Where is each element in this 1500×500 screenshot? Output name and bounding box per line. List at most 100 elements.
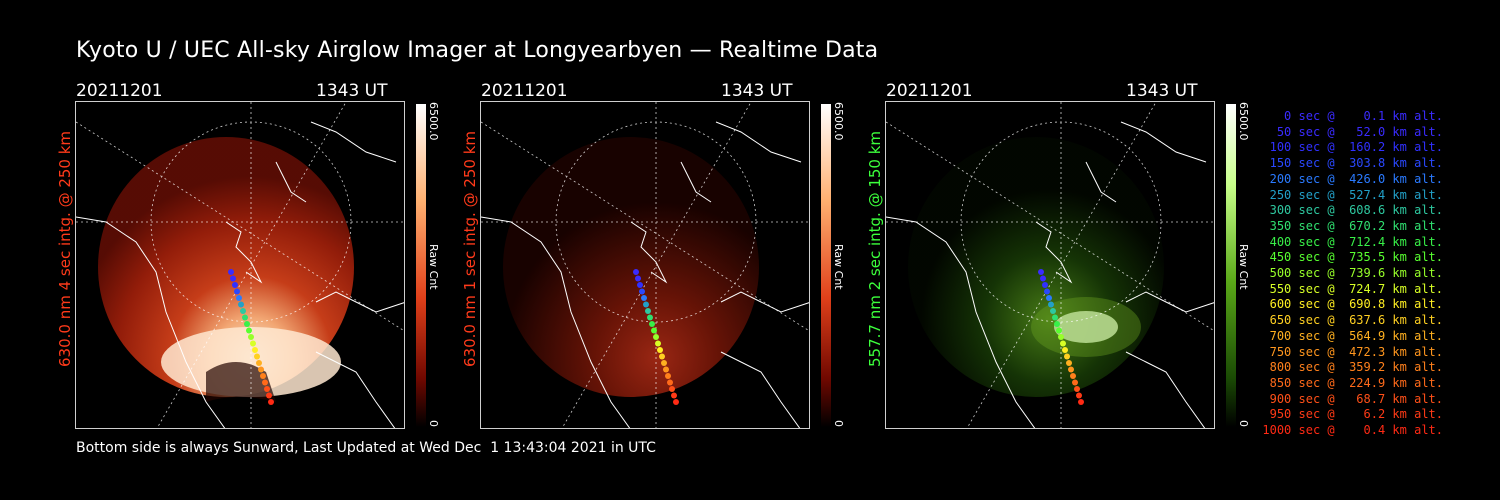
track-point [653, 334, 659, 340]
track-point [1040, 275, 1046, 282]
legend-item: 150 sec @ 303.8 km alt. [1262, 156, 1443, 171]
track-point [673, 399, 679, 405]
track-point [1060, 340, 1066, 347]
track-point [639, 288, 645, 295]
track-point [651, 327, 657, 334]
track-point [1062, 347, 1068, 353]
legend-item: 350 sec @ 670.2 km alt. [1262, 218, 1443, 233]
panel-2-allsky [481, 102, 809, 428]
panel-2-colorbar [821, 104, 831, 427]
track-point [659, 353, 665, 360]
track-point [246, 327, 252, 334]
panel-2-cbar-max: 6500.0 [832, 102, 845, 141]
legend-item: 50 sec @ 52.0 km alt. [1262, 124, 1443, 139]
track-point [1038, 269, 1044, 275]
track-point [244, 321, 250, 327]
track-point [649, 321, 655, 327]
panel-1-colorbar [416, 104, 426, 427]
panel-3-allsky [886, 102, 1214, 428]
legend-item: 300 sec @ 608.6 km alt. [1262, 203, 1443, 218]
track-point [645, 308, 651, 314]
panel-3-image[interactable] [885, 101, 1215, 429]
panel-1-image[interactable] [75, 101, 405, 429]
track-point [643, 301, 649, 308]
legend-item: 0 sec @ 0.1 km alt. [1262, 109, 1443, 123]
track-point [236, 295, 242, 301]
track-point [254, 353, 260, 360]
track-point [667, 379, 673, 386]
track-point [240, 308, 246, 314]
track-point [230, 275, 236, 282]
footer-status: Bottom side is always Sunward, Last Upda… [76, 440, 656, 456]
track-point [669, 386, 675, 392]
track-point [1054, 321, 1060, 327]
panel-1-cbar-unit: Raw Cnt [427, 244, 440, 290]
track-point [1044, 288, 1050, 295]
track-point [252, 347, 258, 353]
panel-3-cbar-min: 0 [1237, 420, 1250, 427]
track-point [635, 275, 641, 282]
legend-item: 1000 sec @ 0.4 km alt. [1262, 423, 1443, 438]
panel-2-cbar-min: 0 [832, 420, 845, 427]
panel-2-cbar-unit: Raw Cnt [832, 244, 845, 290]
track-point [1058, 334, 1064, 340]
track-point [266, 392, 272, 399]
page-title: Kyoto U / UEC All-sky Airglow Imager at … [76, 38, 879, 63]
track-point [663, 366, 669, 373]
track-point [661, 360, 667, 366]
track-point [657, 347, 663, 353]
panel-2-side-label: 630.0 nm 1 sec intg. @ 250 km [461, 130, 479, 367]
track-point [238, 301, 244, 308]
panel-1-cbar-min: 0 [427, 420, 440, 427]
track-legend: 0 sec @ 0.1 km alt. 50 sec @ 52.0 km alt… [1262, 109, 1443, 439]
track-point [264, 386, 270, 392]
legend-item: 550 sec @ 724.7 km alt. [1262, 281, 1443, 296]
panel-3-date: 20211201 [886, 81, 973, 101]
panel-3-time: 1343 UT [1126, 81, 1198, 101]
track-point [647, 314, 653, 321]
panel-2-image[interactable] [480, 101, 810, 429]
track-point [655, 340, 661, 347]
legend-item: 850 sec @ 224.9 km alt. [1262, 375, 1443, 390]
track-point [1074, 386, 1080, 392]
track-point [228, 269, 234, 275]
legend-item: 200 sec @ 426.0 km alt. [1262, 171, 1443, 186]
panel-3-cbar-unit: Raw Cnt [1237, 244, 1250, 290]
track-point [1070, 373, 1076, 379]
legend-item: 700 sec @ 564.9 km alt. [1262, 328, 1443, 343]
panel-3-colorbar [1226, 104, 1236, 427]
track-point [256, 360, 262, 366]
track-point [232, 282, 238, 288]
track-point [665, 373, 671, 379]
panel-2-date: 20211201 [481, 81, 568, 101]
track-point [637, 282, 643, 288]
track-point [633, 269, 639, 275]
track-point [234, 288, 240, 295]
panel-1-track [228, 269, 274, 405]
track-point [671, 392, 677, 399]
track-point [1078, 399, 1084, 405]
track-point [268, 399, 274, 405]
legend-item: 450 sec @ 735.5 km alt. [1262, 250, 1443, 265]
track-point [242, 314, 248, 321]
panel-3-side-label: 557.7 nm 2 sec intg. @ 150 km [866, 130, 884, 367]
track-point [1056, 327, 1062, 334]
panel-1-cbar-max: 6500.0 [427, 102, 440, 141]
panel-3-track [1038, 269, 1084, 405]
track-point [1048, 301, 1054, 308]
panel-1-date: 20211201 [76, 81, 163, 101]
legend-item: 900 sec @ 68.7 km alt. [1262, 391, 1443, 406]
legend-item: 100 sec @ 160.2 km alt. [1262, 140, 1443, 155]
track-point [1066, 360, 1072, 366]
panel-1-time: 1343 UT [316, 81, 388, 101]
legend-item: 250 sec @ 527.4 km alt. [1262, 187, 1443, 202]
track-point [262, 379, 268, 386]
track-point [1068, 366, 1074, 373]
legend-item: 750 sec @ 472.3 km alt. [1262, 344, 1443, 359]
track-point [258, 366, 264, 373]
track-point [1072, 379, 1078, 386]
panel-3-cbar-max: 6500.0 [1237, 102, 1250, 141]
legend-item: 950 sec @ 6.2 km alt. [1262, 407, 1443, 422]
legend-item: 400 sec @ 712.4 km alt. [1262, 234, 1443, 249]
legend-item: 800 sec @ 359.2 km alt. [1262, 360, 1443, 375]
